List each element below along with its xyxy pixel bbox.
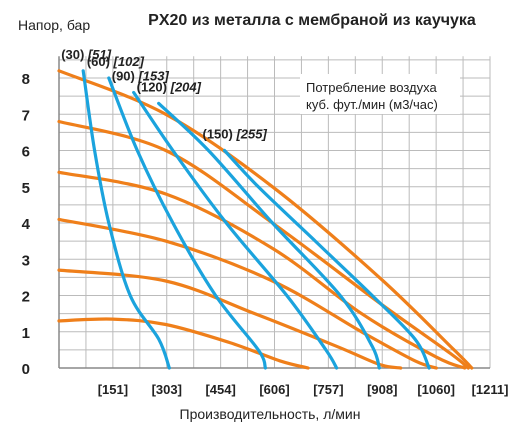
y-tick-label: 3 xyxy=(22,252,30,269)
x-tick-label: [1211] xyxy=(472,382,509,397)
y-tick-label: 7 xyxy=(22,107,30,124)
flow-curve-5 xyxy=(222,148,431,370)
y-tick-label: 8 xyxy=(22,71,30,88)
legend-box xyxy=(300,74,460,114)
x-tick-label: [151] xyxy=(98,382,128,397)
air-label: (30) [51] xyxy=(61,47,112,62)
y-tick-label: 1 xyxy=(22,325,30,342)
air-curve-2 xyxy=(57,119,470,370)
x-tick-label: [1060] xyxy=(417,382,455,397)
flow-curve-1 xyxy=(81,69,171,370)
x-tick-label: [454] xyxy=(205,382,235,397)
orange-curves xyxy=(57,69,474,370)
blue-curves xyxy=(81,69,431,370)
legend-line-2: куб. фут./мин (м3/час) xyxy=(306,97,438,112)
air-curve-6 xyxy=(57,317,310,370)
x-tick-label: [757] xyxy=(313,382,343,397)
chart-title: PX20 из металла с мембраной из каучука xyxy=(148,12,476,29)
air-label: (120) [204] xyxy=(137,79,202,94)
air-label: (60) [102] xyxy=(87,54,145,69)
air-labels: (30) [51](60) [102](90) [153](120) [204]… xyxy=(61,47,267,142)
flow-curve-3 xyxy=(132,90,339,370)
air-curve-3 xyxy=(57,170,467,370)
legend-line-1: Потребление воздуха xyxy=(306,80,437,95)
y-axis-label: Напор, бар xyxy=(18,17,90,33)
grid xyxy=(58,56,491,369)
y-tick-label: 0 xyxy=(22,361,30,378)
y-tick-label: 2 xyxy=(22,289,30,306)
air-curve-4 xyxy=(57,217,438,370)
flow-curve-2 xyxy=(107,76,267,370)
y-tick-label: 5 xyxy=(22,180,30,197)
air-label: (90) [153] xyxy=(112,69,170,84)
y-tick-label: 6 xyxy=(22,144,30,161)
x-tick-label: [606] xyxy=(259,382,289,397)
x-ticks: [151] [303] [454] [606] [757] [908] [1060] [121… xyxy=(98,382,509,397)
air-curve-1 xyxy=(57,69,474,370)
y-ticks: 0 1 2 3 4 5 6 7 8 xyxy=(22,71,31,378)
x-tick-label: [303] xyxy=(152,382,182,397)
flow-curve-4 xyxy=(157,101,381,370)
air-label: (150) [255] xyxy=(202,127,267,142)
x-tick-label: [908] xyxy=(367,382,397,397)
x-axis-label: Производительность, л/мин xyxy=(180,406,361,422)
y-tick-label: 4 xyxy=(22,216,31,233)
